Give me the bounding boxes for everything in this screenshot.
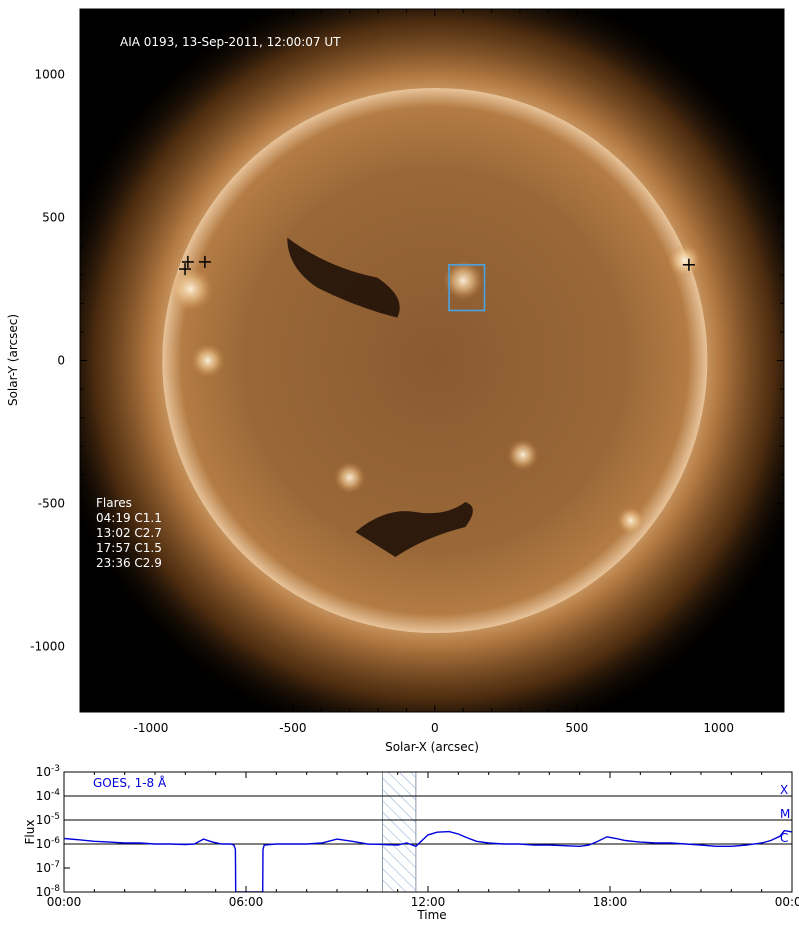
bright-region xyxy=(616,506,645,535)
x-axis-title: Solar-X (arcsec) xyxy=(385,740,479,754)
bright-region xyxy=(507,439,539,471)
goes-y-tick-label: 10-3 xyxy=(36,764,60,779)
region-box xyxy=(448,263,486,312)
goes-x-tick-label: 00:00 xyxy=(775,895,799,909)
solar-image-panel: -1000 -500 0 500 1000 1000 500 0 -500 -1000 AIA 0… xyxy=(6,8,785,754)
flare-marker xyxy=(181,255,194,268)
x-tick-label: -1000 xyxy=(134,721,169,735)
flare-markers xyxy=(179,255,695,276)
bright-region xyxy=(190,343,225,378)
highlight-window xyxy=(382,772,417,892)
flare-list-item: 13:02 C2.7 xyxy=(96,526,162,540)
flare-list-title: Flares xyxy=(96,496,132,510)
goes-y-tick-label: 10-5 xyxy=(36,812,60,827)
flare-list-item: 23:36 C2.9 xyxy=(96,556,162,570)
goes-y-tick-label: 10-7 xyxy=(36,860,60,875)
solar-disk xyxy=(162,87,708,634)
y-tick-label: -1000 xyxy=(30,639,65,653)
goes-y-tick-label: 10-4 xyxy=(36,788,61,803)
goes-axis-ticks: 00:00 06:00 12:00 18:00 00:00 10-3 10-4 10-5 10-… xyxy=(36,764,799,909)
flare-class-labels: XMC xyxy=(780,783,790,845)
goes-x-tick-label: 12:00 xyxy=(411,895,446,909)
y-tick-label: 1000 xyxy=(34,68,65,82)
y-tick-label: 500 xyxy=(42,211,65,225)
bright-region xyxy=(168,266,214,312)
goes-y-tick-label: 10-6 xyxy=(36,836,61,851)
highlight-window-rect xyxy=(382,772,417,892)
goes-x-tick-label: 06:00 xyxy=(229,895,264,909)
region-box-layer xyxy=(448,263,486,312)
flare-marker xyxy=(198,255,211,268)
goes-panel: 00:00 06:00 12:00 18:00 00:00 10-3 10-4 10-5 10-… xyxy=(23,764,799,922)
y-tick-label: 0 xyxy=(57,354,65,368)
x-tick-label: 1000 xyxy=(703,721,734,735)
flare-list-item: 17:57 C1.5 xyxy=(96,541,162,555)
goes-flux-series xyxy=(64,829,792,892)
x-tick-label: 0 xyxy=(431,721,439,735)
class-label: C xyxy=(780,831,788,845)
flare-list: Flares 04:19 C1.1 13:02 C2.7 17:57 C1.5 … xyxy=(96,496,162,570)
disk-features xyxy=(168,237,702,557)
y-axis-title: Solar-Y (arcsec) xyxy=(6,314,20,406)
image-title: AIA 0193, 13-Sep-2011, 12:00:07 UT xyxy=(120,35,341,49)
goes-title: GOES, 1-8 Å xyxy=(93,775,167,790)
x-tick-label: -500 xyxy=(279,721,306,735)
class-label: M xyxy=(780,807,790,821)
image-axis-ticks: -1000 -500 0 500 1000 1000 500 0 -500 -1000 xyxy=(30,9,784,735)
bright-region xyxy=(334,462,366,494)
flare-marker xyxy=(682,258,695,271)
bright-region xyxy=(667,243,702,278)
goes-y-axis-title: Flux xyxy=(23,820,37,845)
coronal-hole xyxy=(355,501,473,557)
goes-background xyxy=(64,772,792,892)
class-label: X xyxy=(780,783,788,797)
flare-list-item: 04:19 C1.1 xyxy=(96,511,162,525)
bright-region xyxy=(443,260,484,301)
coronal-hole xyxy=(287,237,400,318)
flare-marker xyxy=(179,263,192,276)
goes-x-axis-title: Time xyxy=(416,908,446,922)
y-tick-label: -500 xyxy=(38,496,65,510)
x-tick-label: 500 xyxy=(565,721,588,735)
goes-x-tick-label: 00:00 xyxy=(47,895,82,909)
goes-x-tick-label: 18:00 xyxy=(593,895,628,909)
sun-rendering xyxy=(80,9,784,712)
